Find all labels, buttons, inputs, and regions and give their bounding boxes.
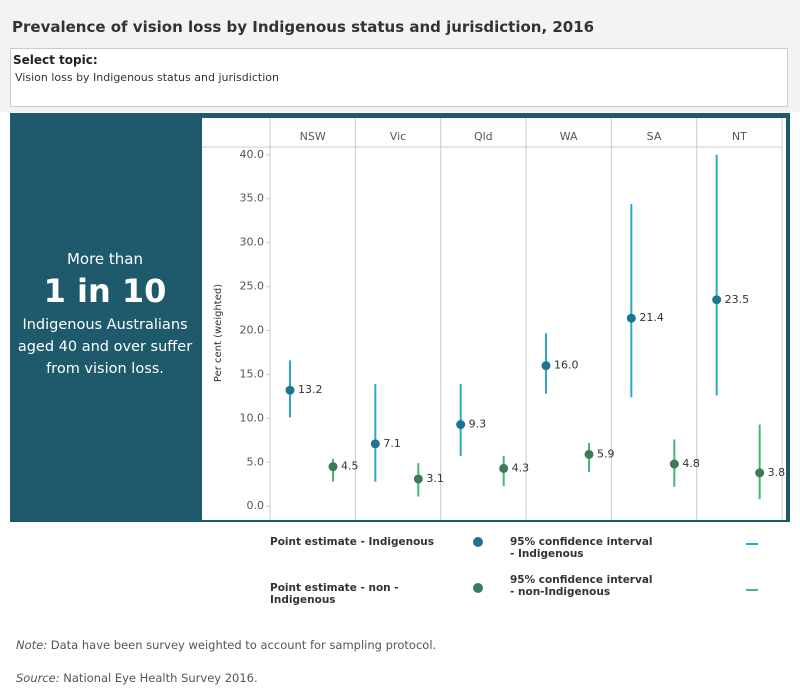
callout-highlight: 1 in 10 xyxy=(43,272,167,310)
value-label: 3.8 xyxy=(768,466,786,479)
y-tick-label: 5.0 xyxy=(247,455,265,468)
value-label: 16.0 xyxy=(554,359,579,372)
y-tick-label: 25.0 xyxy=(240,280,265,293)
value-label: 4.5 xyxy=(341,460,359,473)
point-estimate xyxy=(712,295,722,305)
source: Source: National Eye Health Survey 2016. xyxy=(16,671,258,685)
legend-line xyxy=(746,543,758,545)
point-estimate xyxy=(669,459,679,469)
note: Note: Data have been survey weighted to … xyxy=(16,638,436,652)
value-label: 13.2 xyxy=(298,383,323,396)
y-tick-label: 35.0 xyxy=(240,192,265,205)
point-estimate xyxy=(584,449,594,459)
y-axis-label: Per cent (weighted) xyxy=(213,284,224,382)
selector-value[interactable]: Vision loss by Indigenous status and jur… xyxy=(15,71,279,84)
point-estimate xyxy=(626,313,636,323)
point-estimate xyxy=(285,385,295,395)
column-header: Vic xyxy=(390,130,406,143)
column-header: WA xyxy=(560,130,578,143)
point-estimate xyxy=(413,474,423,484)
column-header: NSW xyxy=(300,130,326,143)
value-label: 5.9 xyxy=(597,447,615,460)
column-header: NT xyxy=(732,130,747,143)
legend-dot xyxy=(473,583,483,593)
y-tick-label: 30.0 xyxy=(240,236,265,249)
legend-dot xyxy=(473,537,483,547)
value-label: 4.3 xyxy=(512,461,529,474)
legend-label: 95% confidence interval - Indigenous xyxy=(510,536,653,560)
y-tick-label: 10.0 xyxy=(240,411,265,424)
y-tick-label: 40.0 xyxy=(240,148,265,161)
note-text: Data have been survey weighted to accoun… xyxy=(50,638,437,652)
page-title: Prevalence of vision loss by Indigenous … xyxy=(12,18,595,36)
column-header: SA xyxy=(647,130,662,143)
callout-lead: More than xyxy=(66,250,144,268)
value-label: 21.4 xyxy=(639,311,664,324)
source-label: Source: xyxy=(16,671,60,685)
value-label: 4.8 xyxy=(682,457,700,470)
note-label: Note: xyxy=(16,638,48,652)
value-label: 3.1 xyxy=(426,472,444,485)
y-tick-label: 20.0 xyxy=(240,324,265,337)
column-header: Qld xyxy=(474,130,493,143)
value-label: 7.1 xyxy=(383,437,401,450)
point-estimate xyxy=(456,420,466,430)
point-estimate xyxy=(370,439,380,449)
selector-label: Select topic: xyxy=(13,53,98,67)
point-estimate xyxy=(328,462,338,472)
legend-label: Point estimate - non - Indigenous xyxy=(270,582,399,606)
topic-selector[interactable]: Select topic: Vision loss by Indigenous … xyxy=(10,48,788,107)
callout-text: Indigenous Australians aged 40 and over … xyxy=(17,317,193,377)
legend-label: 95% confidence interval - non-Indigenous xyxy=(510,574,653,598)
y-tick-label: 0.0 xyxy=(247,499,265,512)
chart: Per cent (weighted) 0.0 5.0 10.0 15.0 20.0 25… xyxy=(202,118,786,520)
y-tick-label: 15.0 xyxy=(240,367,265,380)
legend-label: Point estimate - Indigenous xyxy=(270,536,435,548)
legend-line xyxy=(746,589,758,591)
value-label: 9.3 xyxy=(469,418,487,431)
point-estimate xyxy=(755,468,765,478)
point-estimate xyxy=(499,463,509,473)
source-text: National Eye Health Survey 2016. xyxy=(63,671,258,685)
callout: More than 1 in 10 Indigenous Australians… xyxy=(10,250,200,380)
value-label: 23.5 xyxy=(725,293,750,306)
point-estimate xyxy=(541,361,551,371)
